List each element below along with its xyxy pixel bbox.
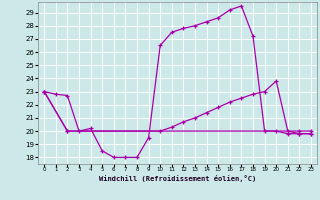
X-axis label: Windchill (Refroidissement éolien,°C): Windchill (Refroidissement éolien,°C) — [99, 175, 256, 182]
